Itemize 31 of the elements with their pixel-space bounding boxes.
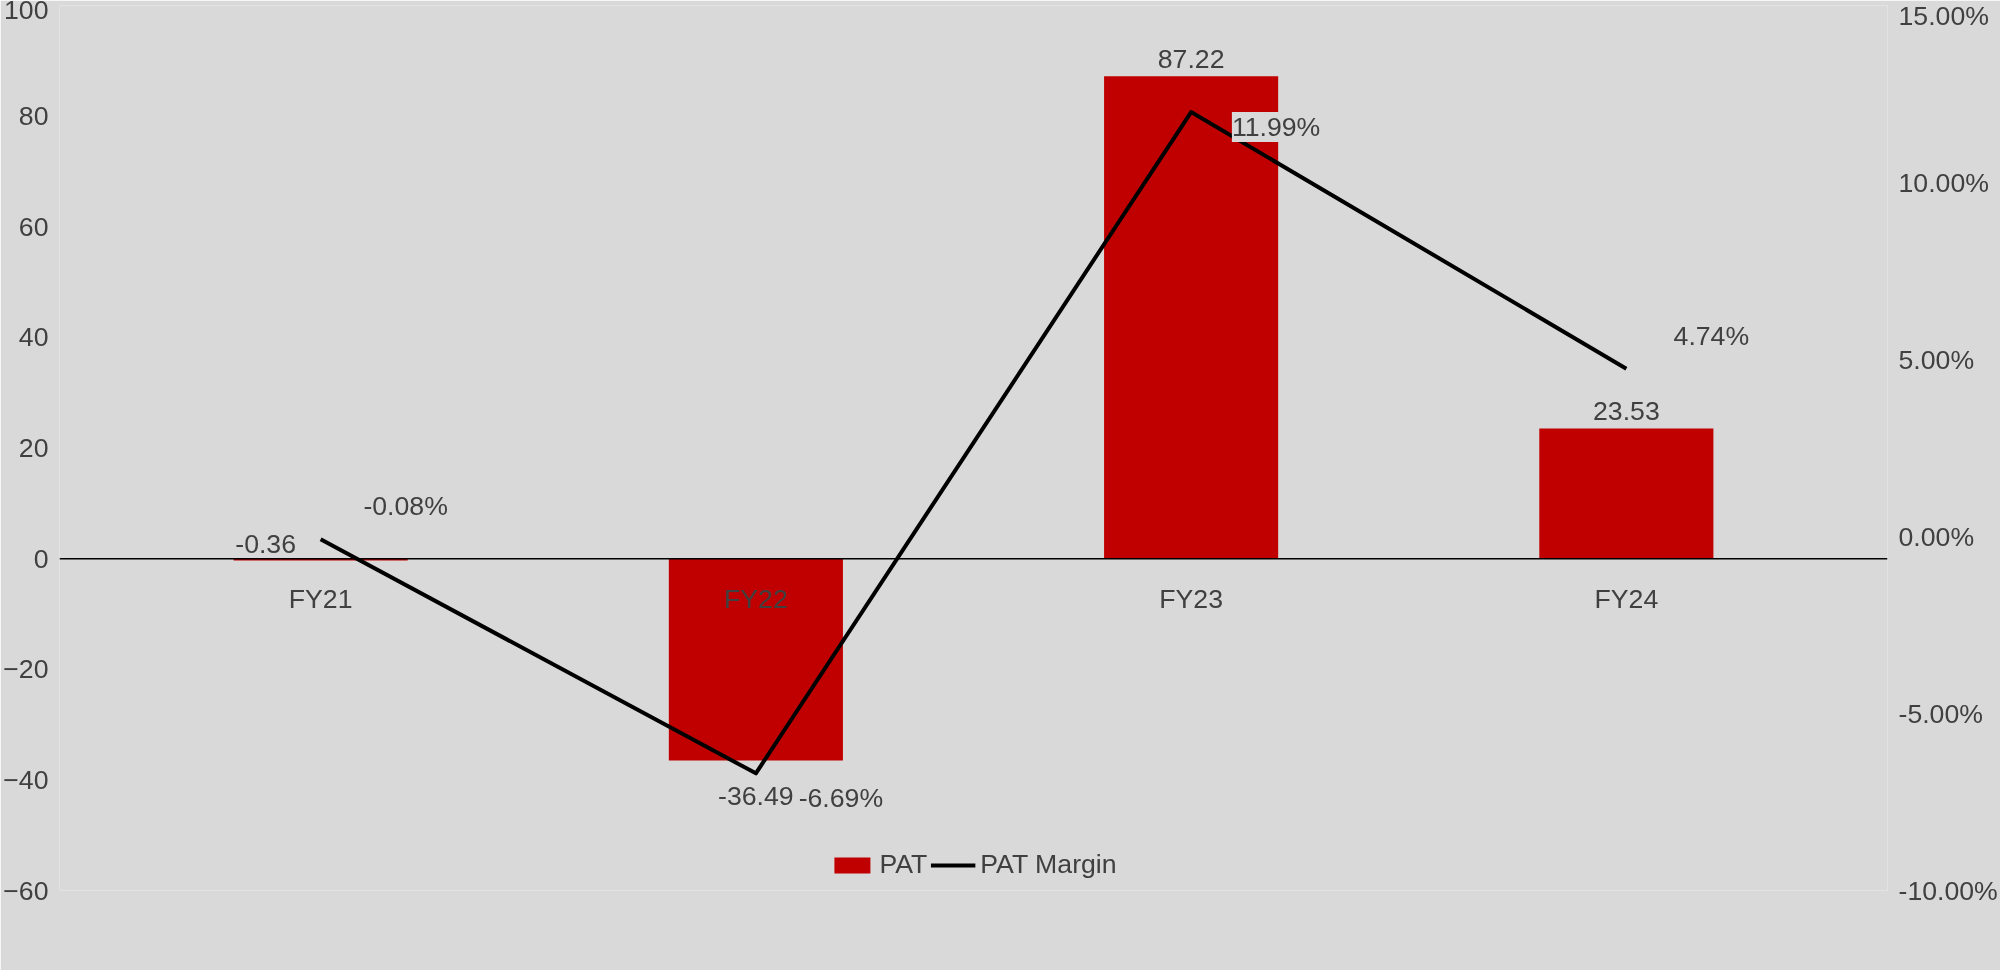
x-tick-label: FY22 bbox=[724, 583, 788, 614]
bar bbox=[668, 558, 843, 761]
y2-tick-label: -10.00% bbox=[1898, 875, 1998, 906]
y-tick-label: 100 bbox=[4, 0, 49, 25]
x-tick-label: FY24 bbox=[1594, 583, 1659, 614]
y-tick-label: −60 bbox=[3, 875, 49, 906]
data-label: -6.69% bbox=[798, 783, 884, 814]
y-tick-label: 20 bbox=[18, 433, 49, 463]
y-tick-label: −20 bbox=[3, 654, 49, 685]
data-label: 87.22 bbox=[1157, 44, 1225, 75]
y-tick-label: 0 bbox=[33, 543, 49, 574]
x-tick-label: FY23 bbox=[1159, 583, 1223, 614]
data-label: 4.74% bbox=[1673, 320, 1750, 351]
y2-tick-label: 0.00% bbox=[1898, 521, 1975, 552]
y2-tick-label: 5.00% bbox=[1898, 344, 1975, 375]
y2-tick-label: 10.00% bbox=[1898, 167, 1989, 198]
x-tick-label: FY21 bbox=[288, 583, 353, 614]
y2-tick-label: -5.00% bbox=[1898, 698, 1983, 729]
y2-tick-label: 15.00% bbox=[1898, 0, 1989, 31]
legend-label: PAT Margin bbox=[980, 849, 1117, 880]
legend-label: PAT bbox=[879, 849, 928, 880]
data-label: -36.49 bbox=[718, 781, 794, 812]
data-label: -0.36 bbox=[235, 528, 297, 559]
y-tick-label: 80 bbox=[18, 101, 49, 132]
data-label: -0.08% bbox=[363, 491, 448, 522]
y-tick-label: −40 bbox=[3, 764, 49, 795]
y-tick-label: 40 bbox=[18, 322, 49, 353]
y-tick-label: 60 bbox=[18, 211, 49, 242]
data-label: 23.53 bbox=[1593, 396, 1660, 427]
bar bbox=[1539, 428, 1714, 559]
data-label: 11.99% bbox=[1231, 112, 1321, 143]
